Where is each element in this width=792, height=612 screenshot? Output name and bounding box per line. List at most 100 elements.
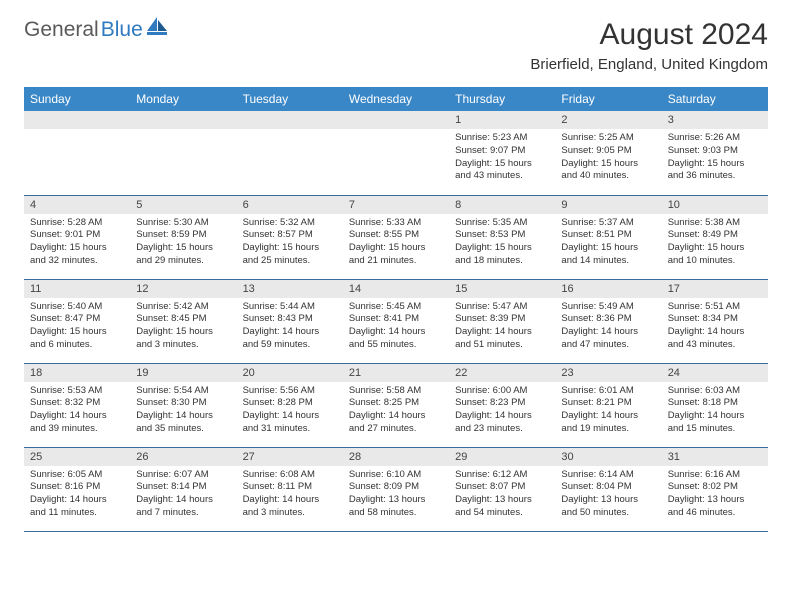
day-cell: 26Sunrise: 6:07 AMSunset: 8:14 PMDayligh… <box>130 447 236 531</box>
sunset-line: Sunset: 8:14 PM <box>136 481 230 494</box>
sunrise-line: Sunrise: 6:16 AM <box>668 469 762 482</box>
day-number: 27 <box>237 448 343 466</box>
sunrise-line: Sunrise: 5:42 AM <box>136 301 230 314</box>
sunset-line: Sunset: 8:28 PM <box>243 397 337 410</box>
sunrise-line: Sunrise: 5:30 AM <box>136 217 230 230</box>
day-number-empty <box>343 111 449 129</box>
sunset-line: Sunset: 9:03 PM <box>668 145 762 158</box>
day-cell: 20Sunrise: 5:56 AMSunset: 8:28 PMDayligh… <box>237 363 343 447</box>
dayhead-thursday: Thursday <box>449 87 555 111</box>
logo-sail-icon <box>147 17 169 40</box>
day-cell: 27Sunrise: 6:08 AMSunset: 8:11 PMDayligh… <box>237 447 343 531</box>
day-cell: 15Sunrise: 5:47 AMSunset: 8:39 PMDayligh… <box>449 279 555 363</box>
daylight-line: Daylight: 15 hours and 3 minutes. <box>136 326 230 352</box>
sunrise-line: Sunrise: 5:28 AM <box>30 217 124 230</box>
day-detail: Sunrise: 5:37 AMSunset: 8:51 PMDaylight:… <box>555 214 661 271</box>
day-detail: Sunrise: 5:54 AMSunset: 8:30 PMDaylight:… <box>130 382 236 439</box>
daylight-line: Daylight: 13 hours and 54 minutes. <box>455 494 549 520</box>
week-row: 1Sunrise: 5:23 AMSunset: 9:07 PMDaylight… <box>24 111 768 195</box>
day-cell: 28Sunrise: 6:10 AMSunset: 8:09 PMDayligh… <box>343 447 449 531</box>
sunrise-line: Sunrise: 6:00 AM <box>455 385 549 398</box>
day-cell: 16Sunrise: 5:49 AMSunset: 8:36 PMDayligh… <box>555 279 661 363</box>
day-cell: 30Sunrise: 6:14 AMSunset: 8:04 PMDayligh… <box>555 447 661 531</box>
sunrise-line: Sunrise: 5:54 AM <box>136 385 230 398</box>
daylight-line: Daylight: 13 hours and 46 minutes. <box>668 494 762 520</box>
day-cell <box>343 111 449 195</box>
day-number: 7 <box>343 196 449 214</box>
day-cell: 18Sunrise: 5:53 AMSunset: 8:32 PMDayligh… <box>24 363 130 447</box>
day-number: 1 <box>449 111 555 129</box>
daylight-line: Daylight: 15 hours and 14 minutes. <box>561 242 655 268</box>
day-detail: Sunrise: 5:32 AMSunset: 8:57 PMDaylight:… <box>237 214 343 271</box>
sunset-line: Sunset: 8:39 PM <box>455 313 549 326</box>
calendar-page: GeneralBlue August 2024 Brierfield, Engl… <box>0 0 792 550</box>
day-detail: Sunrise: 5:26 AMSunset: 9:03 PMDaylight:… <box>662 129 768 186</box>
day-number: 13 <box>237 280 343 298</box>
day-detail: Sunrise: 6:10 AMSunset: 8:09 PMDaylight:… <box>343 466 449 523</box>
day-number: 26 <box>130 448 236 466</box>
sunset-line: Sunset: 8:55 PM <box>349 229 443 242</box>
day-number: 12 <box>130 280 236 298</box>
day-number: 19 <box>130 364 236 382</box>
week-row: 18Sunrise: 5:53 AMSunset: 8:32 PMDayligh… <box>24 363 768 447</box>
sunset-line: Sunset: 9:05 PM <box>561 145 655 158</box>
sunset-line: Sunset: 8:47 PM <box>30 313 124 326</box>
day-cell: 7Sunrise: 5:33 AMSunset: 8:55 PMDaylight… <box>343 195 449 279</box>
daylight-line: Daylight: 13 hours and 58 minutes. <box>349 494 443 520</box>
sunrise-line: Sunrise: 6:14 AM <box>561 469 655 482</box>
day-detail: Sunrise: 6:14 AMSunset: 8:04 PMDaylight:… <box>555 466 661 523</box>
day-number: 3 <box>662 111 768 129</box>
daylight-line: Daylight: 15 hours and 25 minutes. <box>243 242 337 268</box>
day-number: 17 <box>662 280 768 298</box>
day-number: 30 <box>555 448 661 466</box>
month-title: August 2024 <box>530 18 768 52</box>
daylight-line: Daylight: 15 hours and 6 minutes. <box>30 326 124 352</box>
day-number-empty <box>24 111 130 129</box>
day-number: 31 <box>662 448 768 466</box>
day-number-empty <box>237 111 343 129</box>
day-detail: Sunrise: 5:58 AMSunset: 8:25 PMDaylight:… <box>343 382 449 439</box>
day-cell: 29Sunrise: 6:12 AMSunset: 8:07 PMDayligh… <box>449 447 555 531</box>
day-number: 14 <box>343 280 449 298</box>
sunrise-line: Sunrise: 6:01 AM <box>561 385 655 398</box>
dayhead-wednesday: Wednesday <box>343 87 449 111</box>
day-cell: 12Sunrise: 5:42 AMSunset: 8:45 PMDayligh… <box>130 279 236 363</box>
day-cell: 31Sunrise: 6:16 AMSunset: 8:02 PMDayligh… <box>662 447 768 531</box>
sunset-line: Sunset: 8:09 PM <box>349 481 443 494</box>
day-detail: Sunrise: 5:28 AMSunset: 9:01 PMDaylight:… <box>24 214 130 271</box>
day-number: 2 <box>555 111 661 129</box>
day-detail: Sunrise: 5:40 AMSunset: 8:47 PMDaylight:… <box>24 298 130 355</box>
day-cell <box>237 111 343 195</box>
day-number: 29 <box>449 448 555 466</box>
day-detail: Sunrise: 5:38 AMSunset: 8:49 PMDaylight:… <box>662 214 768 271</box>
day-detail: Sunrise: 6:08 AMSunset: 8:11 PMDaylight:… <box>237 466 343 523</box>
day-detail: Sunrise: 6:16 AMSunset: 8:02 PMDaylight:… <box>662 466 768 523</box>
logo: GeneralBlue <box>24 18 169 42</box>
day-detail: Sunrise: 5:42 AMSunset: 8:45 PMDaylight:… <box>130 298 236 355</box>
sunrise-line: Sunrise: 5:37 AM <box>561 217 655 230</box>
sunrise-line: Sunrise: 5:53 AM <box>30 385 124 398</box>
daylight-line: Daylight: 14 hours and 39 minutes. <box>30 410 124 436</box>
sunset-line: Sunset: 8:57 PM <box>243 229 337 242</box>
day-number: 10 <box>662 196 768 214</box>
sunrise-line: Sunrise: 5:56 AM <box>243 385 337 398</box>
sunrise-line: Sunrise: 5:47 AM <box>455 301 549 314</box>
sunrise-line: Sunrise: 6:05 AM <box>30 469 124 482</box>
day-cell: 2Sunrise: 5:25 AMSunset: 9:05 PMDaylight… <box>555 111 661 195</box>
day-detail: Sunrise: 6:00 AMSunset: 8:23 PMDaylight:… <box>449 382 555 439</box>
day-number: 25 <box>24 448 130 466</box>
sunrise-line: Sunrise: 5:51 AM <box>668 301 762 314</box>
sunset-line: Sunset: 8:18 PM <box>668 397 762 410</box>
daylight-line: Daylight: 14 hours and 35 minutes. <box>136 410 230 436</box>
sunrise-line: Sunrise: 5:26 AM <box>668 132 762 145</box>
day-detail: Sunrise: 5:23 AMSunset: 9:07 PMDaylight:… <box>449 129 555 186</box>
day-number: 16 <box>555 280 661 298</box>
sunset-line: Sunset: 8:21 PM <box>561 397 655 410</box>
day-number: 21 <box>343 364 449 382</box>
day-detail: Sunrise: 5:49 AMSunset: 8:36 PMDaylight:… <box>555 298 661 355</box>
sunset-line: Sunset: 9:01 PM <box>30 229 124 242</box>
day-cell: 24Sunrise: 6:03 AMSunset: 8:18 PMDayligh… <box>662 363 768 447</box>
day-cell: 17Sunrise: 5:51 AMSunset: 8:34 PMDayligh… <box>662 279 768 363</box>
day-number: 18 <box>24 364 130 382</box>
sunrise-line: Sunrise: 5:38 AM <box>668 217 762 230</box>
